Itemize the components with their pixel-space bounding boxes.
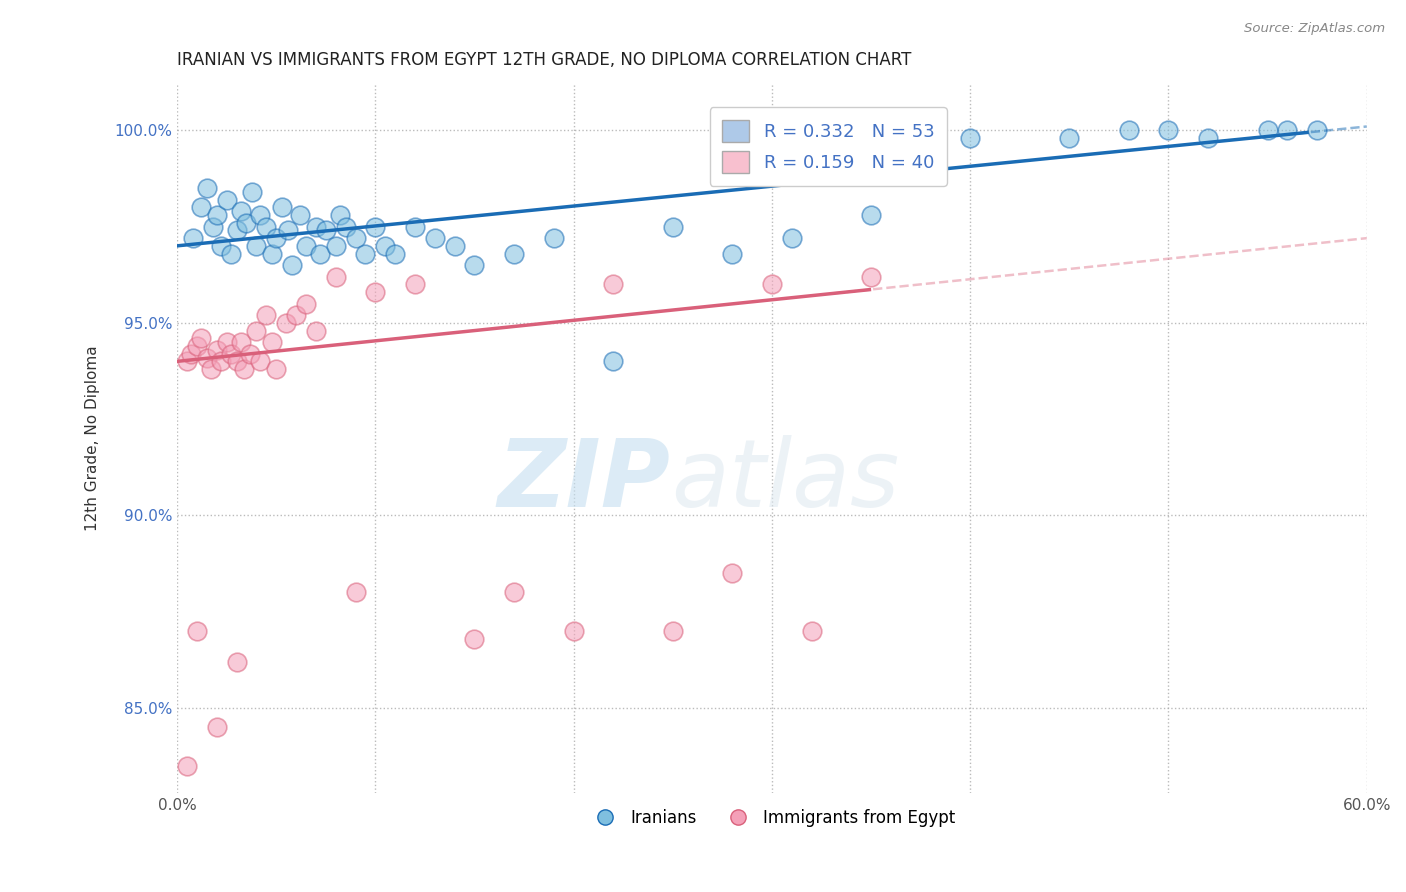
Point	[1277, 123, 1299, 137]
Point	[219, 346, 242, 360]
Point	[229, 204, 252, 219]
Point	[325, 269, 347, 284]
Point	[315, 223, 337, 237]
Text: IRANIAN VS IMMIGRANTS FROM EGYPT 12TH GRADE, NO DIPLOMA CORRELATION CHART: IRANIAN VS IMMIGRANTS FROM EGYPT 12TH GR…	[177, 51, 911, 69]
Point	[186, 624, 208, 638]
Legend: Iranians, Immigrants from Egypt: Iranians, Immigrants from Egypt	[582, 803, 962, 834]
Point	[233, 362, 256, 376]
Point	[562, 624, 585, 638]
Point	[800, 624, 823, 638]
Point	[295, 296, 318, 310]
Point	[602, 277, 624, 292]
Point	[463, 258, 485, 272]
Point	[262, 246, 284, 260]
Point	[661, 624, 683, 638]
Point	[329, 208, 352, 222]
Point	[205, 720, 228, 734]
Point	[288, 208, 311, 222]
Point	[364, 219, 387, 234]
Point	[344, 585, 367, 599]
Point	[200, 362, 222, 376]
Point	[249, 208, 271, 222]
Point	[1118, 123, 1140, 137]
Point	[225, 655, 247, 669]
Point	[209, 354, 232, 368]
Point	[176, 758, 198, 772]
Point	[503, 585, 526, 599]
Point	[274, 316, 297, 330]
Point	[308, 246, 330, 260]
Point	[277, 223, 299, 237]
Point	[325, 239, 347, 253]
Point	[215, 193, 238, 207]
Point	[205, 208, 228, 222]
Point	[721, 566, 744, 581]
Point	[281, 258, 304, 272]
Point	[503, 246, 526, 260]
Point	[354, 246, 377, 260]
Point	[235, 216, 257, 230]
Text: ZIP: ZIP	[498, 435, 671, 527]
Point	[264, 362, 287, 376]
Point	[404, 219, 426, 234]
Point	[305, 324, 328, 338]
Point	[225, 354, 247, 368]
Point	[1197, 131, 1219, 145]
Point	[190, 200, 212, 214]
Point	[186, 339, 208, 353]
Point	[242, 185, 264, 199]
Point	[860, 208, 883, 222]
Point	[1306, 123, 1329, 137]
Point	[384, 246, 406, 260]
Point	[1257, 123, 1279, 137]
Point	[661, 219, 683, 234]
Text: atlas: atlas	[671, 435, 898, 526]
Point	[780, 231, 803, 245]
Point	[190, 331, 212, 345]
Point	[344, 231, 367, 245]
Point	[239, 346, 262, 360]
Point	[209, 239, 232, 253]
Point	[219, 246, 242, 260]
Point	[602, 354, 624, 368]
Point	[254, 219, 277, 234]
Point	[215, 335, 238, 350]
Point	[249, 354, 271, 368]
Point	[404, 277, 426, 292]
Point	[254, 308, 277, 322]
Point	[443, 239, 465, 253]
Point	[295, 239, 318, 253]
Point	[180, 346, 202, 360]
Point	[423, 231, 446, 245]
Y-axis label: 12th Grade, No Diploma: 12th Grade, No Diploma	[86, 345, 100, 532]
Point	[229, 335, 252, 350]
Point	[285, 308, 308, 322]
Point	[305, 219, 328, 234]
Point	[205, 343, 228, 357]
Text: Source: ZipAtlas.com: Source: ZipAtlas.com	[1244, 22, 1385, 36]
Point	[264, 231, 287, 245]
Point	[721, 246, 744, 260]
Point	[364, 285, 387, 299]
Point	[181, 231, 204, 245]
Point	[195, 181, 218, 195]
Point	[959, 131, 981, 145]
Point	[225, 223, 247, 237]
Point	[1157, 123, 1180, 137]
Point	[543, 231, 565, 245]
Point	[1059, 131, 1081, 145]
Point	[195, 351, 218, 365]
Point	[176, 354, 198, 368]
Point	[262, 335, 284, 350]
Point	[245, 239, 267, 253]
Point	[374, 239, 396, 253]
Point	[463, 632, 485, 646]
Point	[761, 277, 783, 292]
Point	[271, 200, 294, 214]
Point	[920, 131, 942, 145]
Point	[245, 324, 267, 338]
Point	[860, 269, 883, 284]
Point	[335, 219, 357, 234]
Point	[201, 219, 224, 234]
